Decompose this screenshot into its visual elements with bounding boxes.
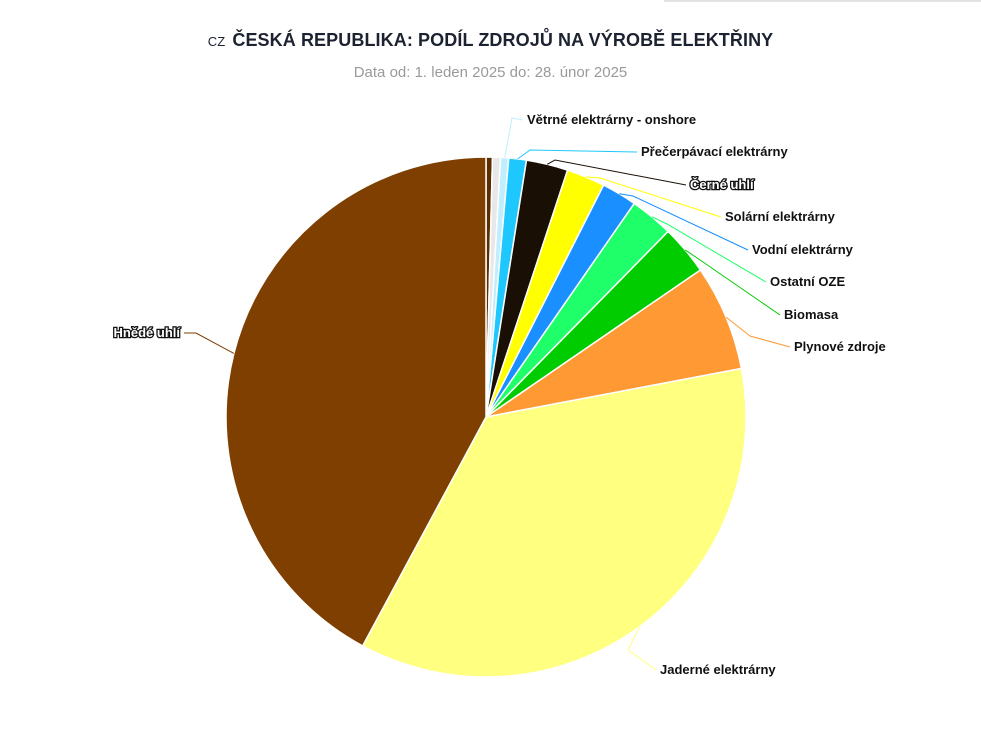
pie-slice[interactable] xyxy=(361,367,747,678)
slice-label: Plynové zdroje xyxy=(794,339,886,354)
label-connector xyxy=(684,249,781,316)
chart-subtitle: Data od: 1. leden 2025 do: 28. únor 2025 xyxy=(353,64,628,81)
label-connector xyxy=(651,216,767,283)
country-code: CZ xyxy=(207,34,226,49)
slice-label: Černé uhlí xyxy=(690,177,754,192)
chart-title-text: ČESKÁ REPUBLIKA: PODÍL ZDROJŮ NA VÝROBĚ … xyxy=(232,30,774,50)
label-connector xyxy=(504,117,524,158)
slice-label: Jaderné elektrárny xyxy=(660,662,776,677)
label-connector xyxy=(619,193,749,251)
pie-slices xyxy=(225,156,747,678)
slice-label: Ostatní OZE xyxy=(770,274,845,289)
slice-label: Přečerpávací elektrárny xyxy=(641,144,788,159)
label-connector xyxy=(627,626,657,671)
label-connector xyxy=(184,332,235,354)
label-connector xyxy=(546,159,687,186)
label-connector xyxy=(585,176,722,218)
chart-title: CZ ČESKÁ REPUBLIKA: PODÍL ZDROJŮ NA VÝRO… xyxy=(0,30,981,51)
slice-label: Větrné elektrárny - onshore xyxy=(527,112,696,127)
label-connector xyxy=(517,149,638,160)
pie-labels: Větrné elektrárny - onshore Přečerpávací … xyxy=(112,112,886,677)
slice-label: Hnědé uhlí xyxy=(114,325,181,340)
slice-label: Biomasa xyxy=(784,307,839,322)
top-edge-line xyxy=(664,0,981,2)
label-connector xyxy=(725,316,791,348)
slice-label: Vodní elektrárny xyxy=(752,242,854,257)
slice-label: Solární elektrárny xyxy=(725,209,836,224)
